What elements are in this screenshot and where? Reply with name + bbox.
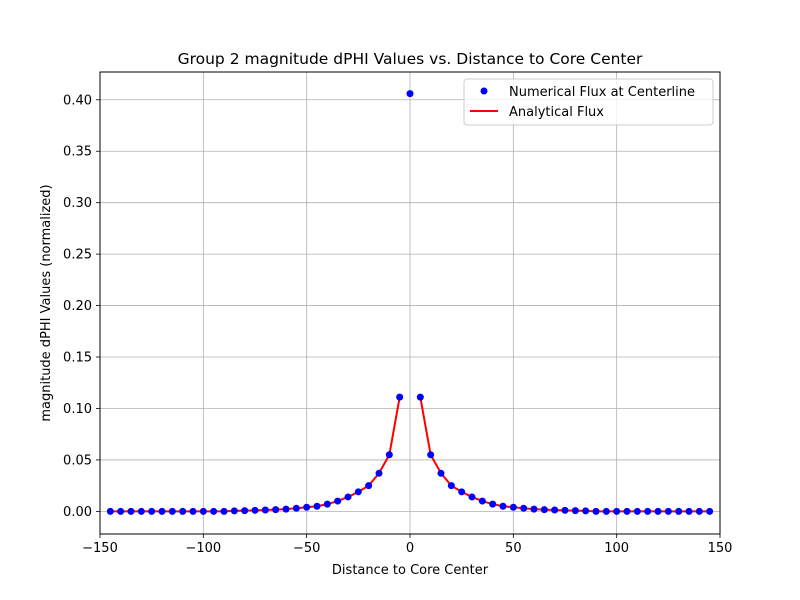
numerical-flux-point: [148, 507, 156, 515]
numerical-flux-point: [489, 500, 497, 508]
y-tick-label: 0.15: [63, 351, 92, 366]
numerical-flux-point: [230, 507, 238, 515]
numerical-flux-point: [540, 506, 548, 514]
numerical-flux-point: [106, 507, 114, 515]
numerical-flux-point: [158, 507, 166, 515]
numerical-flux-point: [427, 451, 435, 459]
numerical-flux-point: [561, 506, 569, 514]
numerical-flux-point: [365, 482, 373, 490]
numerical-flux-point: [571, 507, 579, 515]
numerical-flux-point: [685, 507, 693, 515]
x-tick-label: 100: [604, 541, 629, 556]
numerical-flux-point: [644, 507, 652, 515]
numerical-flux-point: [199, 507, 207, 515]
numerical-flux-point: [675, 507, 683, 515]
y-tick-label: 0.20: [63, 299, 92, 314]
numerical-flux-point: [551, 506, 559, 514]
x-tick-label: −100: [185, 541, 221, 556]
numerical-flux-point: [137, 507, 145, 515]
numerical-flux-point: [623, 507, 631, 515]
numerical-flux-point: [458, 488, 466, 496]
numerical-flux-point: [406, 90, 414, 98]
y-tick-label: 0.35: [63, 145, 92, 160]
y-tick-label: 0.25: [63, 248, 92, 263]
numerical-flux-point: [582, 507, 590, 515]
numerical-flux-point: [478, 497, 486, 505]
numerical-flux-point: [592, 507, 600, 515]
x-tick-label: 0: [406, 541, 414, 556]
y-tick-label: 0.00: [63, 505, 92, 520]
numerical-flux-point: [282, 505, 290, 513]
numerical-flux-point: [179, 507, 187, 515]
y-axis-label: magnitude dPHI Values (normalized): [39, 184, 54, 421]
numerical-flux-point: [468, 493, 476, 501]
numerical-flux-point: [695, 507, 703, 515]
numerical-flux-point: [272, 506, 280, 514]
numerical-flux-point: [303, 503, 311, 511]
axis-ticks: −150 −100 −50 0 50 100 150 0.00 0.05 0.10 0.15 0.20…: [63, 93, 732, 556]
y-tick-label: 0.40: [63, 93, 92, 108]
numerical-flux-point: [292, 504, 300, 512]
numerical-flux-point: [117, 507, 125, 515]
numerical-flux-point: [499, 502, 507, 510]
legend: Numerical Flux at Centerline Analytical …: [463, 78, 714, 126]
numerical-flux-point: [241, 507, 249, 515]
numerical-flux-point: [530, 505, 538, 513]
legend-marker-numerical: [480, 87, 488, 95]
numerical-flux-point: [520, 504, 528, 512]
x-axis-label: Distance to Core Center: [332, 563, 489, 578]
x-tick-label: −150: [82, 541, 118, 556]
numerical-flux-point: [251, 506, 259, 514]
numerical-flux-point: [334, 497, 342, 505]
numerical-flux-point: [509, 503, 517, 511]
numerical-flux-point: [127, 507, 135, 515]
numerical-flux-point: [437, 469, 445, 477]
numerical-flux-point: [385, 451, 393, 459]
numerical-flux-point: [602, 507, 610, 515]
numerical-flux-point: [654, 507, 662, 515]
x-tick-label: 150: [708, 541, 733, 556]
numerical-flux-point: [664, 507, 672, 515]
y-tick-label: 0.05: [63, 453, 92, 468]
numerical-flux-point: [396, 393, 404, 401]
numerical-flux-point: [220, 507, 228, 515]
numerical-flux-point: [261, 506, 269, 514]
numerical-flux-point: [706, 507, 714, 515]
plot-series: [106, 90, 714, 515]
numerical-flux-point: [323, 500, 331, 508]
numerical-flux-point: [354, 488, 362, 496]
numerical-flux-point: [416, 393, 424, 401]
legend-label-numerical: Numerical Flux at Centerline: [509, 85, 695, 100]
y-tick-label: 0.10: [63, 402, 92, 417]
x-tick-label: 50: [505, 541, 522, 556]
numerical-flux-point: [189, 507, 197, 515]
numerical-flux-point: [313, 502, 321, 510]
numerical-flux-point: [613, 507, 621, 515]
numerical-flux-point: [344, 493, 352, 501]
legend-label-analytical: Analytical Flux: [509, 105, 604, 120]
numerical-flux-point: [633, 507, 641, 515]
x-tick-label: −50: [293, 541, 320, 556]
y-tick-label: 0.30: [63, 196, 92, 211]
numerical-flux-point: [168, 507, 176, 515]
numerical-flux-point: [375, 469, 383, 477]
chart-title: Group 2 magnitude dPHI Values vs. Distan…: [178, 50, 643, 68]
numerical-flux-point: [447, 482, 455, 490]
legend-box: [463, 78, 714, 126]
numerical-flux-point: [210, 507, 218, 515]
